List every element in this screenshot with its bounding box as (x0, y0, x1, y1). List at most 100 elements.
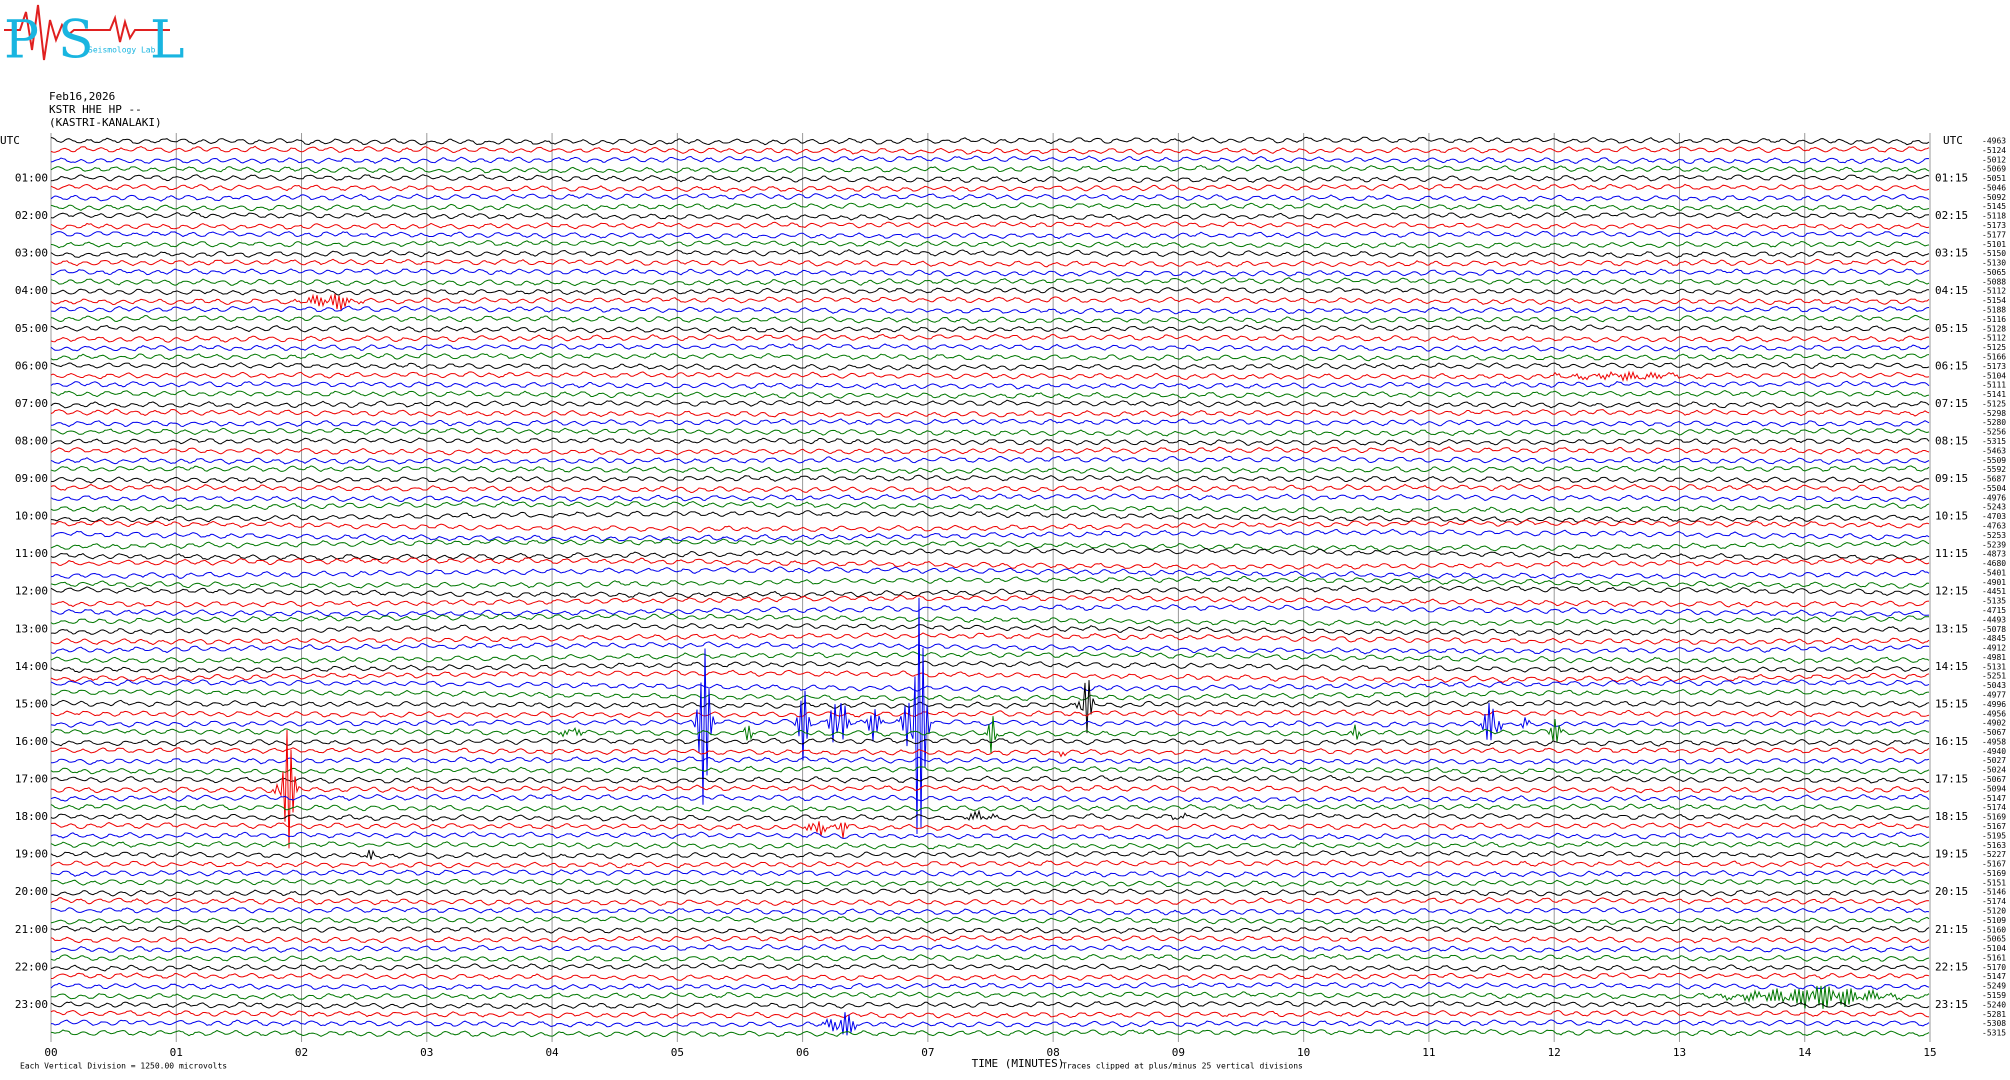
seismic-trace (50, 164, 1930, 174)
seismic-trace (50, 566, 1930, 580)
seismic-trace (50, 878, 1930, 888)
minute-label: 09 (1172, 1046, 1185, 1059)
minute-label: 15 (1923, 1046, 1936, 1059)
location: (KASTRI-KANALAKI) (49, 116, 162, 129)
trace-offset: -4763 (1982, 521, 2006, 530)
trace-offset: -5109 (1982, 916, 2006, 925)
trace-offset: -5092 (1982, 193, 2006, 202)
seismic-trace (50, 389, 1930, 399)
trace-offset: -5177 (1982, 230, 2006, 239)
trace-offset: -5027 (1982, 756, 2006, 765)
trace-offset: -5174 (1982, 803, 2006, 812)
trace-offset: -5024 (1982, 766, 2006, 775)
hour-label: 15:00 (15, 697, 48, 710)
seismic-trace (51, 821, 1930, 838)
scale-note: Each Vertical Division = 1250.00 microvo… (20, 1062, 227, 1071)
trace-offset: -4902 (1982, 719, 2006, 728)
hour-label: 12:00 (15, 585, 48, 598)
hour-label: 19:00 (15, 848, 48, 861)
hour-label: 12:15 (1935, 585, 1968, 598)
trace-offset: -5169 (1982, 869, 2006, 878)
trace-offset: -5169 (1982, 813, 2006, 822)
minute-label: 08 (1047, 1046, 1060, 1059)
seismic-trace (50, 1028, 1930, 1038)
minute-label: 02 (295, 1046, 308, 1059)
seismic-trace (50, 793, 1930, 803)
seismic-trace (50, 925, 1930, 935)
minute-label: 13 (1673, 1046, 1686, 1059)
trace-offset: -5227 (1982, 850, 2006, 859)
hour-label: 15:15 (1935, 697, 1968, 710)
trace-offset: -5118 (1982, 212, 2006, 221)
seismic-trace (50, 474, 1930, 484)
minute-label: 11 (1422, 1046, 1435, 1059)
seismic-trace (50, 202, 1930, 212)
seismic-trace (50, 613, 1929, 626)
hour-label: 03:00 (15, 247, 48, 260)
seismic-trace (50, 1012, 1930, 1036)
trace-offset: -5315 (1982, 437, 2006, 446)
hour-label: 06:00 (15, 359, 48, 372)
seismic-trace (50, 211, 1930, 221)
hour-label: 05:00 (15, 322, 48, 335)
trace-offset: -5125 (1982, 399, 2006, 408)
logo-wave (4, 4, 170, 61)
seismic-trace (50, 174, 1930, 183)
hour-label: 18:00 (15, 810, 48, 823)
seismic-trace (50, 155, 1930, 165)
trace-offset: -5145 (1982, 202, 2006, 211)
date: Feb16,2026 (49, 90, 115, 103)
hour-label: 01:15 (1935, 172, 1968, 185)
logo-letter: S (58, 11, 94, 71)
trace-offset: -5504 (1982, 484, 2006, 493)
seismic-trace (50, 193, 1930, 202)
hour-label: 20:15 (1935, 885, 1968, 898)
hour-label: 02:00 (15, 209, 48, 222)
trace-offset: -4956 (1982, 709, 2006, 718)
seismic-trace (50, 906, 1930, 916)
seismic-trace (50, 679, 1930, 692)
trace-offset: -5315 (1982, 1029, 2006, 1038)
trace-offset: -5161 (1982, 953, 2006, 962)
hour-label: 20:00 (15, 885, 48, 898)
trace-offset: -5308 (1982, 1019, 2006, 1028)
trace-offset: -5243 (1982, 503, 2006, 512)
trace-offset: -5256 (1982, 428, 2006, 437)
trace-offset: -5065 (1982, 935, 2006, 944)
seismic-trace (50, 547, 1930, 561)
seismic-trace (50, 380, 1930, 390)
hour-label: 22:15 (1935, 960, 1968, 973)
seismic-trace (50, 859, 1930, 869)
trace-offset: -5043 (1982, 681, 2006, 690)
trace-offset: -5135 (1982, 597, 2006, 606)
hour-label: 07:00 (15, 397, 48, 410)
seismic-trace (50, 897, 1930, 907)
trace-offset: -4977 (1982, 691, 2006, 700)
trace-offset: -5051 (1982, 174, 2006, 183)
seismic-trace (50, 557, 1930, 570)
seismic-trace (50, 680, 1930, 734)
hour-label: 23:15 (1935, 998, 1968, 1011)
seismic-trace (50, 869, 1930, 878)
trace-offset: -5146 (1982, 888, 2006, 897)
x-title: TIME (MINUTES) (972, 1057, 1065, 1070)
seismic-trace (50, 831, 1929, 841)
trace-offset: -4996 (1982, 700, 2006, 709)
hour-label: 16:00 (15, 735, 48, 748)
seismic-trace (50, 716, 1930, 754)
left-title: UTC (0, 134, 20, 147)
seismic-trace (50, 483, 1930, 494)
logo-letter: P (4, 11, 39, 71)
seismic-trace (50, 575, 1930, 589)
minute-label: 00 (44, 1046, 57, 1059)
hour-label: 08:00 (15, 434, 48, 447)
seismic-trace (50, 500, 1930, 514)
seismic-trace (50, 465, 1930, 474)
seismic-trace (50, 528, 1930, 542)
hour-label: 13:15 (1935, 622, 1968, 635)
seismic-trace (50, 361, 1930, 371)
seismic-trace (50, 604, 1930, 617)
trace-offset: -5509 (1982, 456, 2006, 465)
hour-label: 17:00 (15, 773, 48, 786)
seismic-trace (50, 221, 1930, 231)
